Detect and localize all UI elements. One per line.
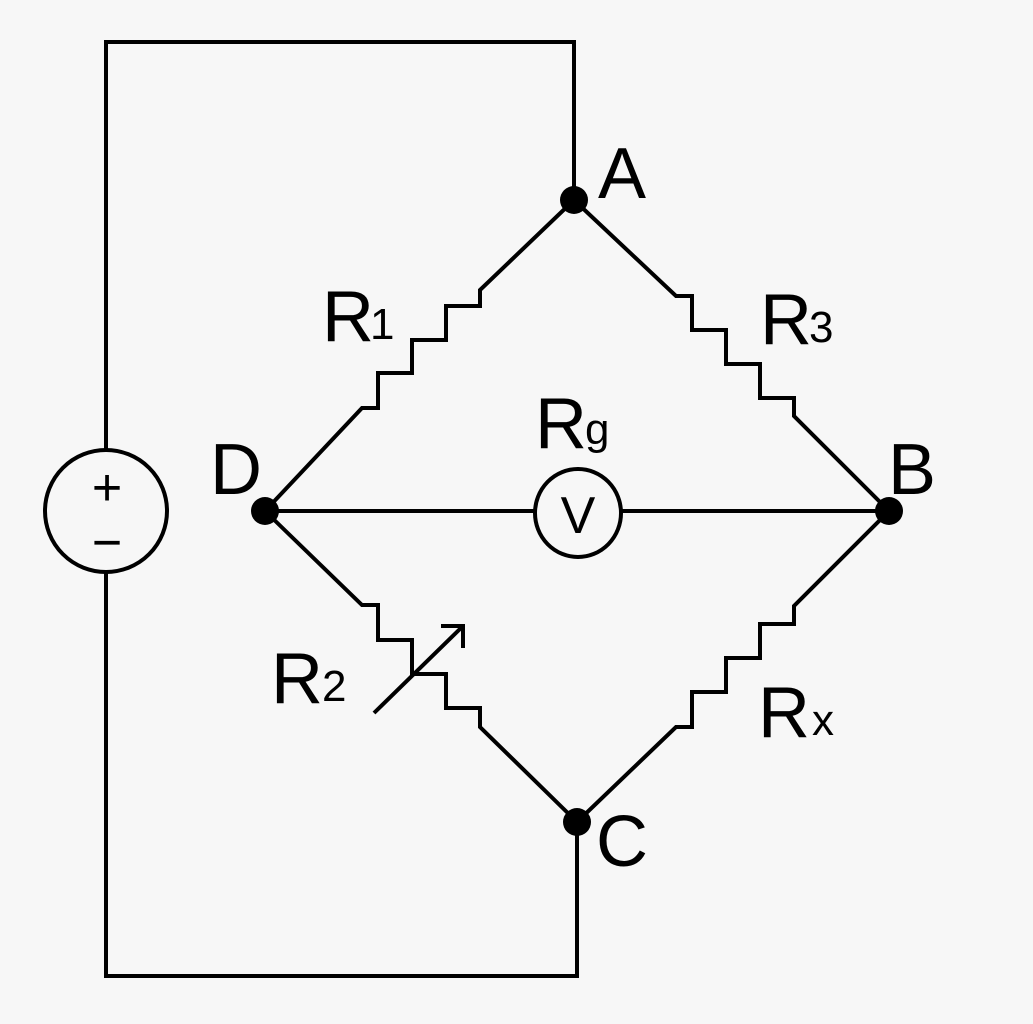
node-b-label: B: [888, 430, 936, 510]
voltmeter-circle: [533, 467, 623, 559]
source-minus-sign: −: [92, 514, 122, 572]
node-b-dot: [875, 497, 903, 525]
node-a-label: A: [598, 134, 646, 214]
voltmeter-symbol: V: [561, 487, 596, 545]
voltage-source: + −: [43, 448, 169, 574]
wire-source-to-a: [104, 40, 576, 450]
rx-label: R x: [758, 673, 834, 753]
svg-text:R: R: [760, 280, 812, 360]
r1-label: R 1: [322, 277, 394, 357]
node-c-label: C: [596, 802, 648, 882]
node-d-label: D: [210, 430, 262, 510]
variable-arrow-icon: [372, 624, 465, 715]
node-c-dot: [563, 808, 591, 836]
node-a-dot: [560, 186, 588, 214]
svg-text:R: R: [535, 384, 587, 464]
svg-text:x: x: [812, 696, 834, 745]
svg-text:3: 3: [809, 303, 833, 352]
resistor-rx: [575, 509, 891, 824]
svg-text:1: 1: [370, 300, 394, 349]
r3-label: R 3: [760, 280, 833, 360]
svg-text:g: g: [585, 405, 609, 454]
node-d-dot: [251, 497, 279, 525]
wire-c-to-source: [104, 572, 579, 978]
svg-text:2: 2: [322, 662, 346, 711]
voltage-source-circle: [43, 448, 169, 574]
svg-text:R: R: [322, 277, 374, 357]
source-plus-sign: +: [92, 459, 122, 517]
resistor-r1: [263, 198, 576, 513]
r2-label: R 2: [271, 639, 346, 719]
svg-text:R: R: [758, 673, 810, 753]
voltmeter: V: [533, 467, 623, 559]
svg-text:R: R: [271, 639, 323, 719]
rg-label: R g: [535, 384, 609, 464]
resistor-r3: [572, 198, 891, 513]
